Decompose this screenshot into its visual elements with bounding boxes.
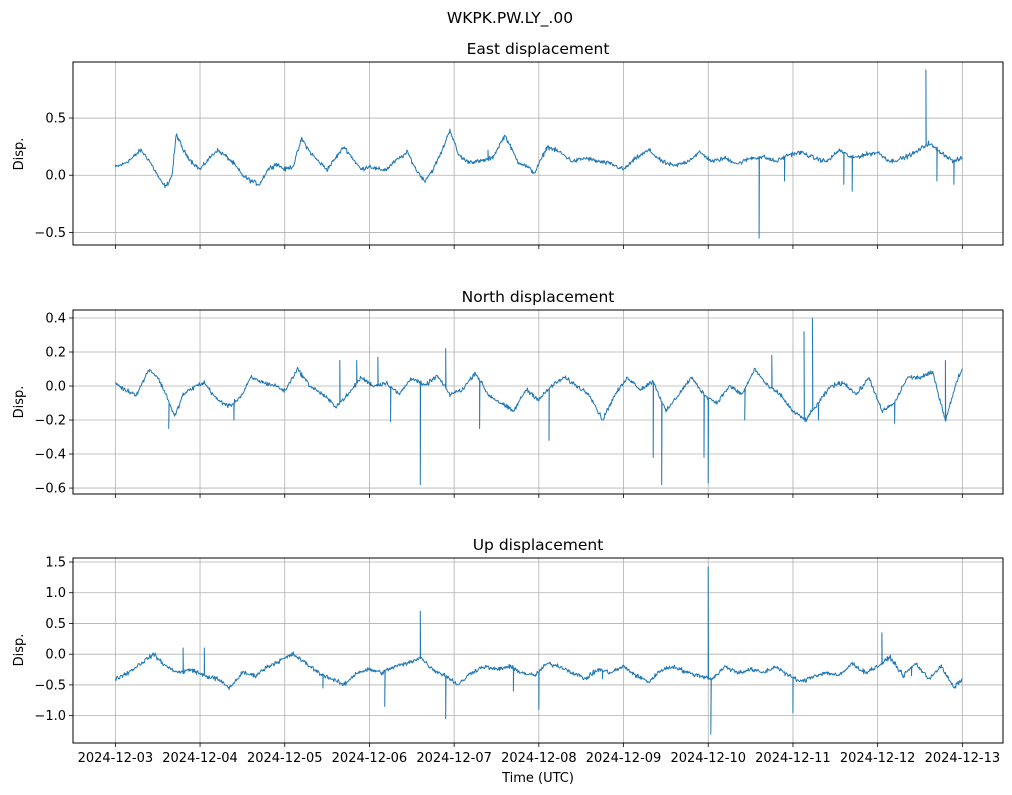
up-x-tick-label: 2024-12-13	[925, 751, 1001, 766]
north-y-tick-label: 0.2	[45, 346, 66, 361]
figure-suptitle: WKPK.PW.LY_.00	[447, 9, 573, 28]
east-y-tick-label: 0.0	[45, 169, 66, 184]
north-panel-title: North displacement	[462, 288, 615, 306]
north-y-tick-label: 0.0	[45, 380, 66, 395]
north-y-tick-label: −0.2	[34, 414, 66, 429]
up-y-tick-label: −0.5	[34, 678, 66, 693]
east-panel-title: East displacement	[467, 40, 610, 58]
up-y-tick-label: 1.5	[45, 555, 66, 570]
up-y-tick-label: −1.0	[34, 709, 66, 724]
up-x-tick-label: 2024-12-05	[247, 751, 323, 766]
up-panel: Up displacement Disp. 2024-12-03 2024-12-…	[12, 536, 1004, 766]
up-x-tick-label: 2024-12-12	[840, 751, 916, 766]
north-y-tick-label: −0.4	[34, 448, 66, 463]
up-axes-frame	[72, 557, 1004, 744]
north-y-axis-label: Disp.	[12, 386, 27, 419]
up-grid	[73, 558, 1003, 743]
east-panel: East displacement Disp. −0.5 0.0 0.5	[12, 40, 1004, 249]
up-x-tick-label: 2024-12-04	[162, 751, 238, 766]
up-y-axis-label: Disp.	[12, 634, 27, 667]
east-series-line	[114, 69, 963, 239]
up-x-tick-label: 2024-12-07	[416, 751, 492, 766]
up-series-line	[114, 566, 963, 735]
up-x-tick-label: 2024-12-06	[332, 751, 408, 766]
north-grid	[73, 310, 1003, 494]
up-x-tick-label: 2024-12-10	[670, 751, 746, 766]
north-y-tick-label: 0.4	[45, 311, 66, 326]
east-y-axis-label: Disp.	[12, 138, 27, 171]
up-y-tick-label: 0.0	[45, 648, 66, 663]
north-axes-frame	[72, 309, 1004, 495]
north-y-tick-label: −0.6	[34, 482, 66, 497]
x-axis-label: Time (UTC)	[501, 771, 574, 786]
east-y-tick-label: −0.5	[34, 226, 66, 241]
north-series-line	[115, 317, 963, 486]
up-x-tick-label: 2024-12-03	[78, 751, 154, 766]
east-axes-frame	[72, 61, 1004, 246]
up-x-tick-label: 2024-12-09	[586, 751, 662, 766]
east-grid	[73, 62, 1003, 245]
up-y-tick-label: 1.0	[45, 586, 66, 601]
up-panel-title: Up displacement	[473, 536, 604, 554]
up-x-tick-label: 2024-12-11	[755, 751, 831, 766]
up-x-tick-label: 2024-12-08	[501, 751, 577, 766]
north-panel: North displacement Disp. −0.6 −0.4 −0.2 0.0…	[12, 288, 1004, 498]
up-y-tick-label: 0.5	[45, 617, 66, 632]
east-y-tick-label: 0.5	[45, 112, 66, 127]
